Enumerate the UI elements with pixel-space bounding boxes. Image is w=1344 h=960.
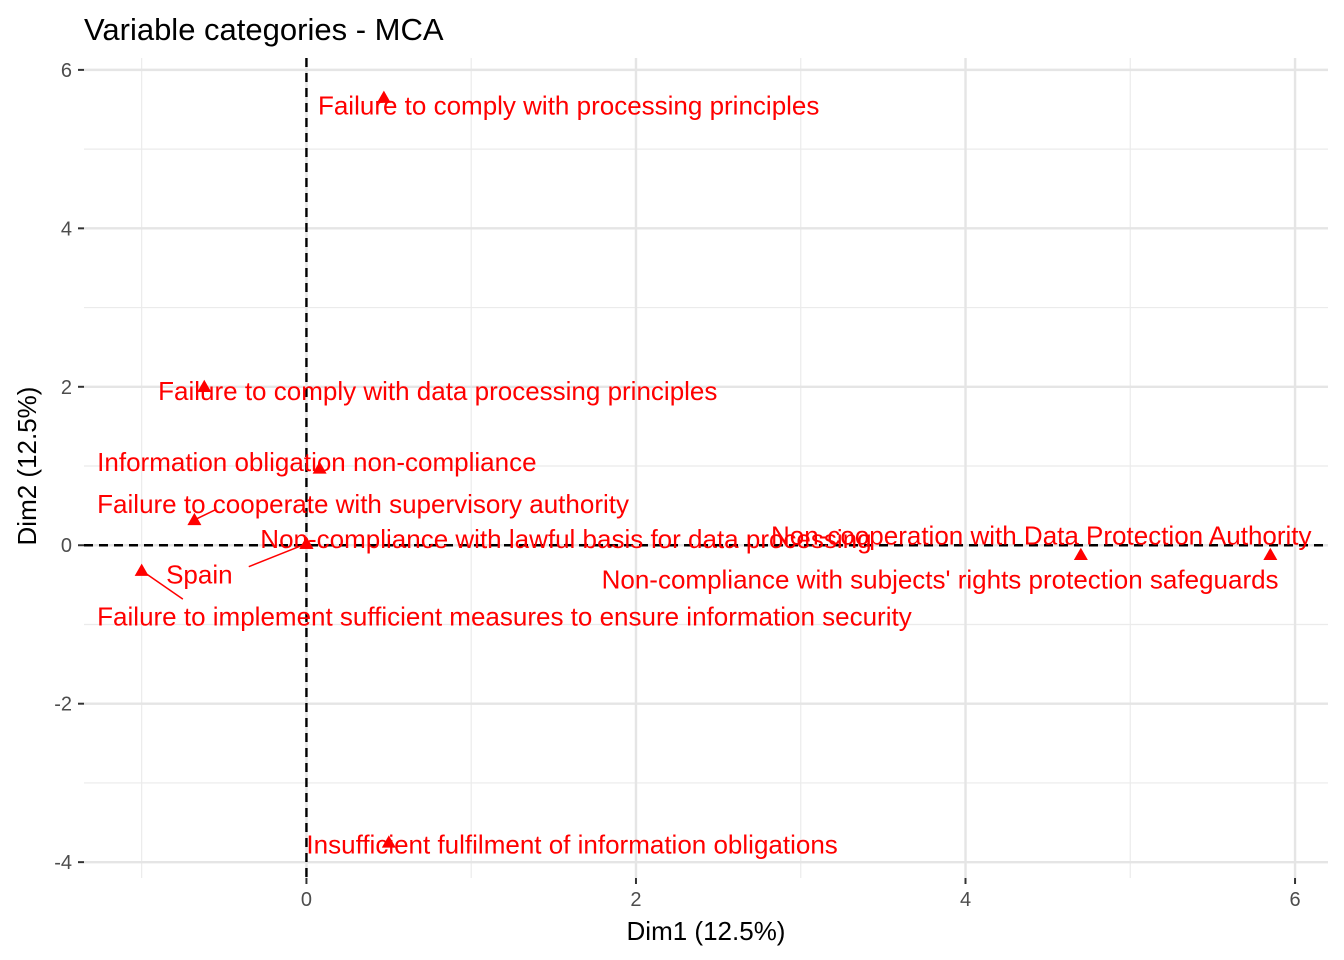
y-tick-label: 0 (61, 535, 72, 557)
x-tick-label: 6 (1289, 889, 1300, 911)
point-label: Failure to comply with data processing p… (158, 376, 717, 406)
label-connectors (141, 508, 307, 600)
y-tick-label: 4 (61, 218, 72, 240)
y-tick-label: -2 (54, 694, 72, 716)
x-tick-label: 2 (630, 889, 641, 911)
point-label: Information obligation non-compliance (97, 447, 536, 477)
point-label: Failure to cooperate with supervisory au… (97, 489, 629, 519)
reference-lines (84, 58, 1328, 878)
point-label: Failure to implement sufficient measures… (97, 602, 912, 632)
x-axis-title: Dim1 (12.5%) (627, 916, 786, 946)
label-connector (194, 508, 217, 521)
y-tick-label: 2 (61, 377, 72, 399)
data-point (1263, 547, 1278, 561)
x-tick-label: 0 (301, 889, 312, 911)
data-point (376, 90, 391, 103)
point-label: Failure to comply with processing princi… (318, 91, 819, 121)
y-axis-title: Dim2 (12.5%) (12, 387, 42, 546)
chart-title: Variable categories - MCA (84, 12, 444, 47)
data-point (1073, 547, 1088, 561)
axis-ticks: 0 2 4 6 -4 -2 0 2 4 6 (54, 60, 1300, 911)
data-points (134, 90, 1278, 848)
data-point (197, 379, 212, 393)
point-label: Spain (166, 560, 233, 590)
data-point (187, 512, 202, 526)
data-point (381, 835, 396, 848)
data-point (134, 563, 149, 576)
point-label: Non-compliance with subjects' rights pro… (602, 564, 1279, 594)
point-label: Non-cooperation with Data Protection Aut… (771, 521, 1312, 551)
point-label: Non-compliance with lawful basis for dat… (260, 524, 871, 554)
y-tick-label: 6 (61, 60, 72, 82)
grid-lines (84, 58, 1328, 878)
data-point (312, 461, 327, 474)
data-point (299, 536, 314, 549)
x-tick-label: 4 (960, 889, 971, 911)
point-labels: Failure to comply with processing princi… (97, 91, 1311, 860)
y-tick-label: -4 (54, 852, 72, 874)
point-label: Insufficient fulfilment of information o… (306, 830, 837, 860)
label-connector (141, 569, 184, 600)
label-connector (248, 542, 307, 568)
